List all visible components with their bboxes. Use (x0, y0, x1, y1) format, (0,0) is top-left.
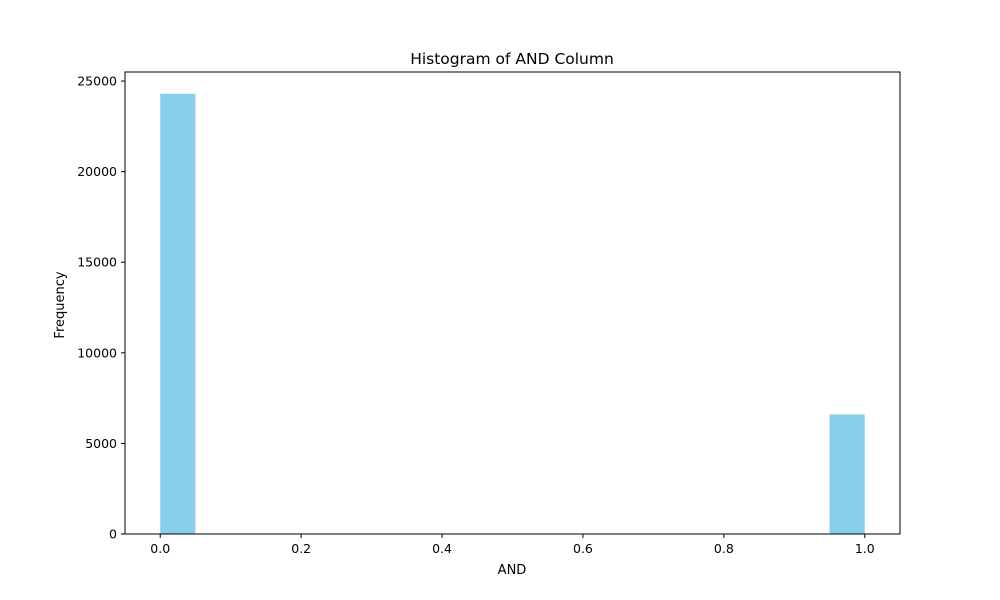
x-tick-label: 1.0 (855, 541, 875, 556)
y-tick-label: 15000 (77, 255, 117, 270)
y-axis-label: Frequency (53, 271, 68, 338)
histogram-bar-0 (160, 93, 196, 534)
x-tick-label: 0.0 (150, 541, 170, 556)
plot-frame (124, 71, 901, 535)
y-tick-label: 20000 (77, 164, 117, 179)
y-tick-label: 5000 (85, 436, 117, 451)
y-tick-label: 25000 (77, 74, 117, 89)
x-tick-label: 0.2 (291, 541, 311, 556)
x-tick-label: 0.8 (714, 541, 734, 556)
y-axis-ticks: 0 5000 10000 15000 20000 25000 (77, 74, 125, 542)
x-tick-label: 0.6 (573, 541, 593, 556)
histogram-bar-1 (829, 414, 865, 534)
y-tick-label: 10000 (77, 345, 117, 360)
chart-title: Histogram of AND Column (410, 50, 614, 68)
x-axis-label: AND (498, 563, 527, 578)
y-tick-label: 0 (109, 527, 117, 542)
bars-layer (160, 93, 865, 534)
x-axis-ticks: 0.0 0.2 0.4 0.6 0.8 1.0 (150, 534, 875, 556)
x-tick-label: 0.4 (432, 541, 452, 556)
